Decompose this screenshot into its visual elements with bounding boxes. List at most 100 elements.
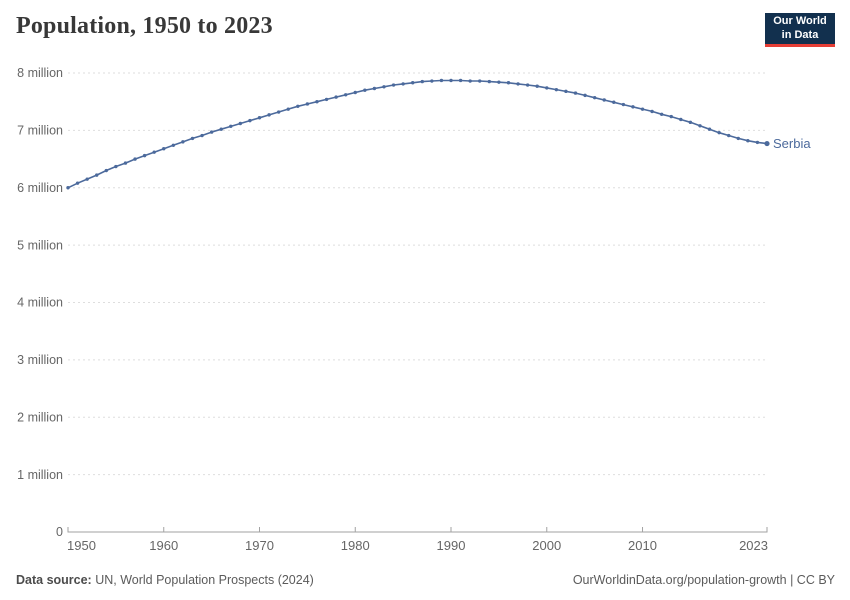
data-point-marker[interactable] <box>602 98 606 102</box>
data-point-marker[interactable] <box>363 88 367 92</box>
data-point-marker[interactable] <box>315 99 319 104</box>
y-axis-label: 8 million <box>17 66 63 80</box>
data-point-marker[interactable] <box>535 84 539 88</box>
data-point-marker[interactable] <box>650 109 654 114</box>
data-point-marker[interactable] <box>152 150 156 154</box>
data-point-marker[interactable] <box>573 91 578 95</box>
x-axis-label: 1990 <box>437 538 466 553</box>
data-point-marker[interactable] <box>190 136 195 141</box>
data-point-marker[interactable] <box>497 80 501 84</box>
data-point-marker[interactable] <box>238 121 243 126</box>
data-point-marker[interactable] <box>746 139 750 143</box>
data-source-label: Data source: <box>16 573 92 587</box>
data-point-marker[interactable] <box>487 79 492 84</box>
data-point-marker[interactable] <box>114 164 118 169</box>
owid-logo-text-line2: in Data <box>781 28 819 41</box>
footer: Data source: UN, World Population Prospe… <box>16 573 835 587</box>
data-point-marker[interactable] <box>324 97 329 102</box>
x-axis-label: 2023 <box>739 538 768 553</box>
data-point-marker[interactable] <box>209 130 214 134</box>
data-point-marker[interactable] <box>583 93 587 98</box>
x-axis-label: 2010 <box>628 538 657 553</box>
y-axis-label: 4 million <box>17 296 63 310</box>
data-point-marker[interactable] <box>171 143 176 147</box>
data-point-marker[interactable] <box>133 157 137 161</box>
data-point-marker[interactable] <box>200 133 204 138</box>
data-point-marker[interactable] <box>430 79 434 83</box>
data-point-marker[interactable] <box>391 83 396 87</box>
data-point-marker[interactable] <box>95 173 99 177</box>
data-point-marker[interactable] <box>516 82 520 86</box>
data-point-marker[interactable] <box>372 86 377 91</box>
data-point-marker[interactable] <box>248 118 252 123</box>
data-point-marker[interactable] <box>420 79 424 84</box>
data-point-marker[interactable] <box>305 102 310 106</box>
data-point-marker[interactable] <box>439 78 444 83</box>
data-point-marker[interactable] <box>181 140 185 144</box>
data-point-marker[interactable] <box>698 124 702 128</box>
data-point-marker[interactable] <box>755 140 760 145</box>
x-axis-label: 1950 <box>67 538 96 553</box>
data-point-marker[interactable] <box>554 87 559 92</box>
data-point-marker[interactable] <box>85 177 89 181</box>
data-point-marker[interactable] <box>506 81 511 85</box>
data-point-marker[interactable] <box>66 186 70 190</box>
x-axis-label: 1970 <box>245 538 274 553</box>
data-point-marker[interactable] <box>736 136 740 141</box>
data-point-marker[interactable] <box>449 78 453 83</box>
data-point-marker[interactable] <box>545 86 549 90</box>
data-point-marker[interactable] <box>382 85 386 89</box>
y-axis-label: 3 million <box>17 353 63 367</box>
owid-logo-text-line1: Our World <box>773 15 827 28</box>
data-point-marker[interactable] <box>659 112 664 117</box>
y-axis-label: 5 million <box>17 238 63 252</box>
data-point-marker[interactable] <box>104 168 109 173</box>
data-point-marker[interactable] <box>123 161 128 165</box>
y-axis-label: 6 million <box>17 181 63 195</box>
data-point-marker[interactable] <box>75 181 80 185</box>
data-point-marker[interactable] <box>717 130 721 135</box>
data-point-marker[interactable] <box>219 127 223 131</box>
data-point-marker[interactable] <box>142 153 147 158</box>
data-point-marker[interactable] <box>525 83 530 87</box>
y-axis-label: 2 million <box>17 410 63 424</box>
data-point-marker[interactable] <box>726 133 731 138</box>
data-point-marker[interactable] <box>229 124 233 129</box>
data-point-marker[interactable] <box>640 107 645 111</box>
data-point-marker[interactable] <box>679 117 683 122</box>
y-axis-label: 0 <box>56 525 63 539</box>
data-point-marker[interactable] <box>621 102 626 107</box>
data-point-marker[interactable] <box>564 89 568 94</box>
owid-logo[interactable]: Our World in Data <box>765 13 835 47</box>
data-point-marker[interactable] <box>669 114 673 119</box>
data-point-marker[interactable] <box>267 113 271 117</box>
data-point-marker[interactable] <box>296 104 300 108</box>
data-point-marker[interactable] <box>162 147 166 151</box>
data-point-marker[interactable] <box>707 127 712 131</box>
data-point-marker[interactable] <box>478 79 482 83</box>
data-point-marker[interactable] <box>688 120 693 125</box>
data-point-marker[interactable] <box>458 78 463 83</box>
data-source-text: UN, World Population Prospects (2024) <box>91 573 314 587</box>
footer-link[interactable]: OurWorldinData.org/population-growth | C… <box>572 573 835 587</box>
data-point-marker[interactable] <box>764 140 770 147</box>
x-axis-label: 1960 <box>149 538 178 553</box>
data-point-marker[interactable] <box>401 82 405 86</box>
data-point-marker[interactable] <box>257 116 262 120</box>
y-axis-label: 7 million <box>17 124 63 138</box>
y-axis-label: 1 million <box>17 468 63 482</box>
series-line-serbia[interactable] <box>67 79 768 189</box>
entity-label-serbia[interactable]: Serbia <box>773 136 811 151</box>
data-point-marker[interactable] <box>631 105 635 109</box>
data-point-marker[interactable] <box>286 107 290 111</box>
data-point-marker[interactable] <box>353 90 357 95</box>
data-point-marker[interactable] <box>334 95 338 99</box>
data-point-marker[interactable] <box>343 93 348 97</box>
data-point-marker[interactable] <box>411 81 415 85</box>
data-point-marker[interactable] <box>468 79 472 83</box>
data-point-marker[interactable] <box>276 110 281 114</box>
data-point-marker[interactable] <box>612 100 616 104</box>
data-point-marker[interactable] <box>592 95 597 100</box>
